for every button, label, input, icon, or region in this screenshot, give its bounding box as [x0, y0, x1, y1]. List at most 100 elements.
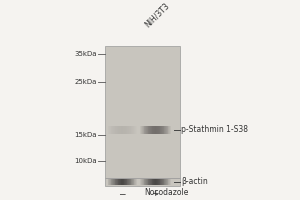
Bar — [146, 179, 147, 185]
Bar — [170, 126, 171, 134]
Bar — [107, 126, 108, 134]
Text: NIH/3T3: NIH/3T3 — [142, 1, 171, 29]
Bar — [128, 179, 129, 185]
Bar — [120, 126, 121, 134]
Bar — [163, 126, 164, 134]
Bar — [116, 179, 117, 185]
Bar — [134, 179, 135, 185]
Bar — [167, 126, 168, 134]
Bar — [120, 179, 121, 185]
Bar — [140, 179, 141, 185]
Bar — [107, 179, 108, 185]
Bar — [133, 179, 134, 185]
Bar — [113, 126, 114, 134]
Bar — [149, 179, 150, 185]
Bar — [165, 179, 166, 185]
Bar — [136, 126, 137, 134]
Bar — [128, 126, 129, 134]
Bar — [164, 179, 165, 185]
Text: 10kDa: 10kDa — [74, 158, 97, 164]
Bar — [121, 126, 122, 134]
Bar — [132, 179, 133, 185]
Bar — [117, 126, 118, 134]
Bar — [160, 126, 161, 134]
Bar — [142, 126, 143, 134]
Bar — [145, 179, 146, 185]
Bar — [164, 126, 165, 134]
Bar — [153, 126, 154, 134]
Bar — [145, 126, 146, 134]
Bar — [148, 126, 149, 134]
Bar — [111, 179, 112, 185]
Bar — [159, 126, 160, 134]
Bar — [122, 126, 123, 134]
Bar — [166, 179, 167, 185]
Bar — [108, 179, 109, 185]
Bar — [142, 179, 143, 185]
Bar — [168, 179, 169, 185]
Bar — [169, 179, 170, 185]
Bar — [114, 179, 115, 185]
Bar — [140, 126, 141, 134]
Bar — [114, 126, 115, 134]
Bar — [146, 126, 147, 134]
Bar — [112, 126, 113, 134]
Text: Nocodazole: Nocodazole — [144, 188, 189, 197]
Text: 25kDa: 25kDa — [74, 79, 97, 85]
Bar — [119, 179, 120, 185]
Text: 35kDa: 35kDa — [74, 51, 97, 57]
Bar — [127, 126, 128, 134]
Bar — [131, 126, 132, 134]
Bar — [160, 179, 161, 185]
Bar — [110, 126, 111, 134]
Bar — [152, 126, 153, 134]
Bar — [125, 126, 126, 134]
Text: β-actin: β-actin — [181, 177, 208, 186]
Bar — [121, 179, 122, 185]
Bar — [166, 126, 167, 134]
Bar — [156, 126, 157, 134]
Bar — [125, 179, 126, 185]
Bar — [126, 179, 127, 185]
Bar — [124, 179, 125, 185]
Bar — [159, 179, 160, 185]
Bar — [163, 179, 164, 185]
Bar — [118, 126, 119, 134]
Bar — [154, 179, 155, 185]
Text: −: − — [118, 189, 125, 198]
Bar — [148, 179, 149, 185]
Bar — [136, 179, 137, 185]
Bar — [171, 126, 172, 134]
Bar — [144, 126, 145, 134]
Bar — [118, 179, 119, 185]
Bar — [124, 126, 125, 134]
Bar — [158, 179, 159, 185]
Bar — [123, 126, 124, 134]
Bar — [162, 126, 163, 134]
Bar — [158, 126, 159, 134]
Bar — [122, 179, 123, 185]
Bar — [161, 179, 162, 185]
Bar — [141, 179, 142, 185]
Bar — [108, 126, 109, 134]
Bar — [110, 179, 111, 185]
Text: 15kDa: 15kDa — [74, 132, 97, 138]
Bar — [157, 126, 158, 134]
Bar — [162, 179, 163, 185]
Text: +: + — [152, 189, 159, 198]
Bar — [165, 126, 166, 134]
Bar — [150, 179, 151, 185]
Bar — [152, 179, 153, 185]
Bar — [155, 126, 156, 134]
Bar — [105, 178, 180, 186]
Bar — [154, 126, 155, 134]
Bar — [153, 179, 154, 185]
Bar — [141, 126, 142, 134]
Bar — [151, 179, 152, 185]
Bar — [156, 179, 157, 185]
Bar — [143, 179, 144, 185]
Bar — [135, 179, 136, 185]
Bar — [115, 179, 116, 185]
Bar — [150, 126, 151, 134]
Bar — [133, 126, 134, 134]
